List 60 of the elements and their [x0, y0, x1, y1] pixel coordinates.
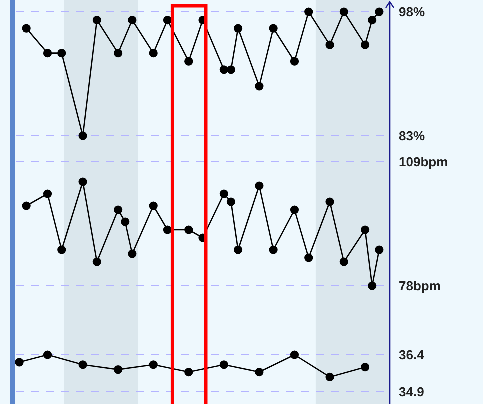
point [226, 198, 236, 206]
point [220, 360, 228, 370]
point [58, 246, 66, 254]
point [22, 202, 31, 210]
point [114, 366, 123, 374]
point [22, 24, 31, 33]
point [114, 206, 123, 214]
point [43, 350, 52, 360]
point [220, 66, 228, 74]
point [43, 49, 52, 58]
point [184, 57, 194, 66]
point [92, 258, 102, 266]
point [255, 368, 264, 377]
point [149, 360, 158, 370]
point [304, 254, 314, 262]
point [326, 40, 334, 50]
y-tick-label: 34.9 [399, 384, 424, 400]
point [368, 16, 377, 25]
y-tick-label: 36.4 [399, 348, 426, 363]
point [340, 8, 348, 16]
point [149, 202, 158, 210]
point [234, 246, 243, 254]
point [149, 49, 158, 58]
point [226, 66, 236, 74]
point [375, 8, 384, 16]
y-tick-label: 109bpm [399, 154, 448, 170]
point [92, 16, 102, 25]
point [78, 178, 88, 186]
point [326, 372, 334, 382]
point [361, 40, 370, 50]
point [128, 16, 137, 25]
point [290, 57, 300, 66]
point [121, 218, 130, 226]
point [78, 360, 88, 370]
point [290, 206, 300, 214]
point [290, 350, 300, 360]
point [128, 250, 137, 258]
y-tick-label: 83% [399, 128, 426, 144]
point [255, 82, 264, 91]
point [269, 24, 278, 33]
point [375, 246, 384, 254]
point [114, 49, 123, 58]
point [269, 246, 278, 254]
point [15, 358, 24, 367]
point [326, 198, 334, 206]
point [234, 24, 243, 33]
y-tick-label: 98% [399, 4, 426, 20]
point [304, 8, 314, 16]
point [340, 258, 348, 266]
point [58, 49, 66, 58]
point [184, 226, 194, 234]
point [43, 190, 52, 198]
point [361, 226, 370, 234]
point [78, 132, 88, 140]
y-tick-label: 78bpm [399, 278, 441, 294]
point [361, 363, 370, 372]
point [220, 190, 228, 198]
point [255, 182, 264, 190]
point [368, 282, 377, 290]
point [184, 368, 194, 377]
